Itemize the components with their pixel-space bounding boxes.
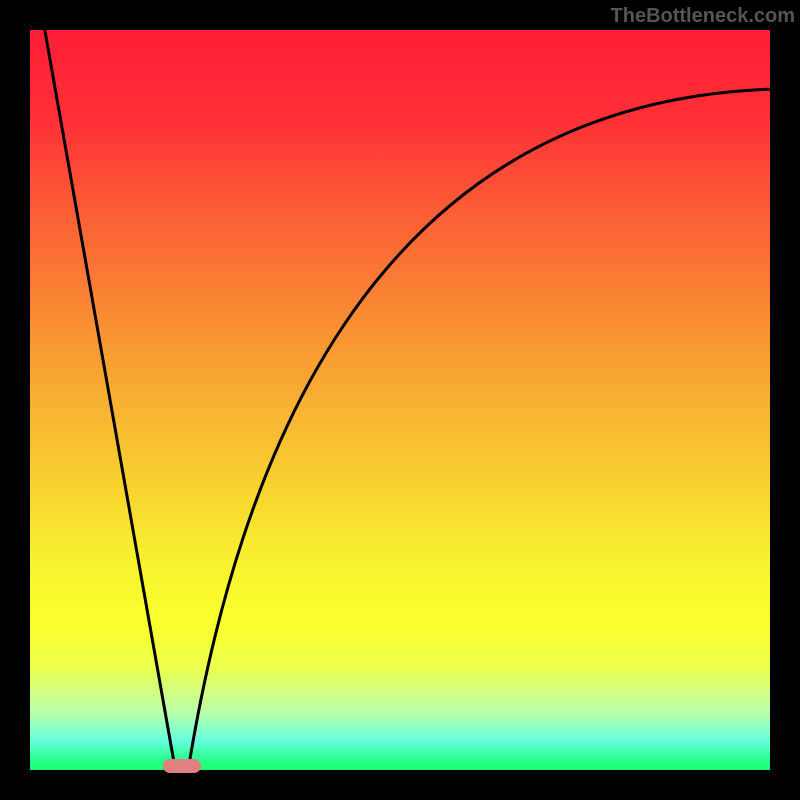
watermark-text: TheBottleneck.com — [611, 5, 795, 28]
optimum-marker — [163, 759, 201, 773]
plot-area — [30, 30, 770, 770]
chart-container: TheBottleneck.com — [0, 0, 800, 800]
bottleneck-curve — [45, 30, 770, 764]
curve-layer — [30, 30, 770, 770]
